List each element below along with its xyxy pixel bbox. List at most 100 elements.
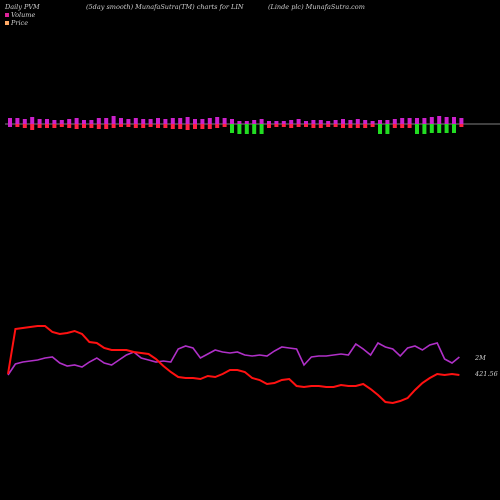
volume-bar-up <box>415 118 419 124</box>
volume-bar-down <box>52 124 57 128</box>
volume-bar-down <box>422 124 427 134</box>
volume-bar-up <box>59 120 64 124</box>
chart-header-center: (5day smooth) MunafaSutra(TM) charts for… <box>86 3 244 11</box>
volume-bar-down <box>415 124 419 134</box>
volume-bar-up <box>407 118 412 124</box>
volume-bar-down <box>15 124 20 127</box>
volume-bar-down <box>104 124 109 129</box>
volume-bar-up <box>37 119 42 124</box>
price-end-label: 421.56 <box>474 370 498 378</box>
volume-bar-up <box>244 121 249 124</box>
chart-header-right: (Linde plc) MunafaSutra.com <box>268 3 365 11</box>
volume-bar-down <box>148 124 153 127</box>
volume-end-label: 2M <box>474 354 486 362</box>
volume-bar-up <box>333 120 338 124</box>
volume-bar-up <box>355 119 360 124</box>
volume-bar-up <box>422 118 427 124</box>
volume-bar-up <box>178 118 183 124</box>
volume-bar-down <box>82 124 86 128</box>
volume-bar-down <box>296 124 301 127</box>
volume-bar-up <box>348 120 353 124</box>
volume-bar-down <box>185 124 190 130</box>
volume-bar-up <box>267 121 271 124</box>
volume-bar-up <box>341 119 345 124</box>
legend-price-swatch <box>5 21 9 25</box>
volume-bar-up <box>193 119 197 124</box>
volume-bar-down <box>363 124 368 128</box>
volume-bar-up <box>30 117 35 124</box>
volume-bar-down <box>348 124 353 128</box>
volume-bar-up <box>230 119 234 124</box>
volume-bar-up <box>252 120 257 124</box>
volume-bar-down <box>45 124 49 128</box>
volume-bar-up <box>370 121 375 124</box>
volume-bar-up <box>52 120 57 124</box>
volume-bar-up <box>378 120 382 124</box>
volume-bar-down <box>318 124 323 128</box>
volume-bar-up <box>392 119 397 124</box>
volume-bar-down <box>119 124 123 127</box>
volume-bar-down <box>437 124 442 133</box>
volume-bar-down <box>156 124 160 128</box>
volume-bar-up <box>82 120 86 124</box>
volume-bar-down <box>326 124 331 127</box>
volume-bar-down <box>267 124 271 128</box>
volume-bar-up <box>148 119 153 124</box>
volume-bar-down <box>89 124 94 128</box>
volume-bar-down <box>400 124 405 128</box>
volume-bar-down <box>200 124 205 129</box>
volume-bar-down <box>74 124 79 129</box>
volume-bar-down <box>207 124 212 129</box>
volume-bar-down <box>8 124 12 127</box>
volume-bar-up <box>67 119 72 124</box>
volume-bar-up <box>459 118 464 124</box>
legend-volume-label: Volume <box>11 11 36 19</box>
volume-bar-up <box>141 119 146 124</box>
volume-bar-down <box>222 124 227 127</box>
volume-bar-down <box>392 124 397 128</box>
volume-bar-down <box>429 124 434 133</box>
volume-bar-up <box>237 121 242 124</box>
volume-bar-down <box>341 124 345 128</box>
volume-bar-down <box>30 124 35 130</box>
volume-bar-down <box>304 124 308 127</box>
volume-bar-down <box>37 124 42 128</box>
volume-bar-down <box>281 124 286 127</box>
volume-bar-up <box>163 119 168 124</box>
volume-bar-up <box>133 118 138 124</box>
volume-bar-up <box>215 117 220 124</box>
volume-bar-down <box>370 124 375 127</box>
volume-bar-up <box>156 118 160 124</box>
volume-bar-down <box>452 124 456 133</box>
volume-bar-up <box>207 118 212 124</box>
volume-bar-up <box>437 116 442 124</box>
volume-bar-down <box>407 124 412 128</box>
volume-bar-up <box>274 121 279 124</box>
legend-price-label: Price <box>11 19 29 27</box>
volume-bar-down <box>444 124 449 133</box>
volume-bar-up <box>289 120 294 124</box>
volume-bar-down <box>230 124 234 133</box>
volume-bar-down <box>289 124 294 128</box>
volume-bar-up <box>281 121 286 124</box>
volume-bars <box>8 116 464 134</box>
volume-bar-up <box>170 118 175 124</box>
volume-bar-down <box>67 124 72 128</box>
volume-line <box>7 341 460 376</box>
volume-bar-up <box>385 120 390 124</box>
volume-bar-up <box>200 119 205 124</box>
volume-bar-up <box>304 121 308 124</box>
volume-bar-down <box>59 124 64 127</box>
volume-bar-up <box>126 119 131 124</box>
volume-bar-down <box>141 124 146 128</box>
volume-bar-up <box>96 118 101 124</box>
volume-bar-down <box>178 124 183 129</box>
volume-bar-up <box>363 120 368 124</box>
volume-bar-up <box>45 119 49 124</box>
volume-bar-down <box>385 124 390 134</box>
volume-bar-down <box>274 124 279 127</box>
volume-bar-up <box>74 118 79 124</box>
volume-bar-down <box>311 124 316 128</box>
